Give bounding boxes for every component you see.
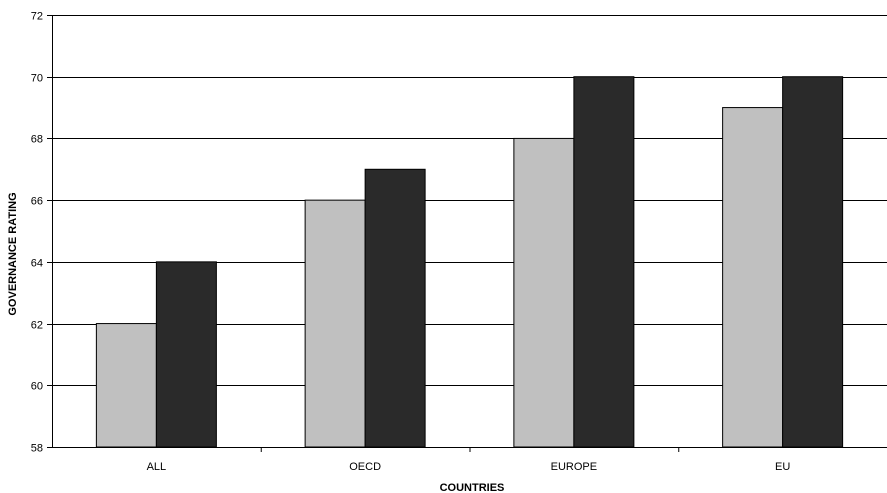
y-tick-label: 64: [31, 258, 43, 270]
bars: [95, 76, 844, 448]
x-tick-label: EU: [775, 461, 790, 473]
bar: [304, 199, 366, 448]
axes: [47, 15, 887, 452]
y-tick-label: 66: [31, 196, 43, 208]
y-tick-label: 58: [31, 443, 43, 455]
y-tick-label: 68: [31, 134, 43, 146]
y-axis-title: GOVERNANCE RATING: [7, 192, 19, 315]
y-tick-label: 60: [31, 381, 43, 393]
x-tick-labels: ALL OECD EUROPE EU: [147, 461, 791, 473]
x-axis-title: COUNTRIES: [440, 482, 505, 493]
bar: [782, 76, 844, 448]
x-tick-label: EUROPE: [551, 461, 597, 473]
bar: [364, 168, 426, 448]
bar: [95, 323, 157, 448]
bar: [155, 261, 217, 448]
y-tick-label: 72: [31, 11, 43, 23]
bar: [722, 107, 784, 448]
y-tick-labels: 58 60 62 64 66 68 70 72: [31, 11, 43, 455]
bar: [513, 137, 575, 448]
y-tick-label: 62: [31, 320, 43, 332]
bar: [573, 76, 635, 448]
x-tick-label: OECD: [349, 461, 381, 473]
x-tick-label: ALL: [147, 461, 167, 473]
y-tick-label: 70: [31, 73, 43, 85]
